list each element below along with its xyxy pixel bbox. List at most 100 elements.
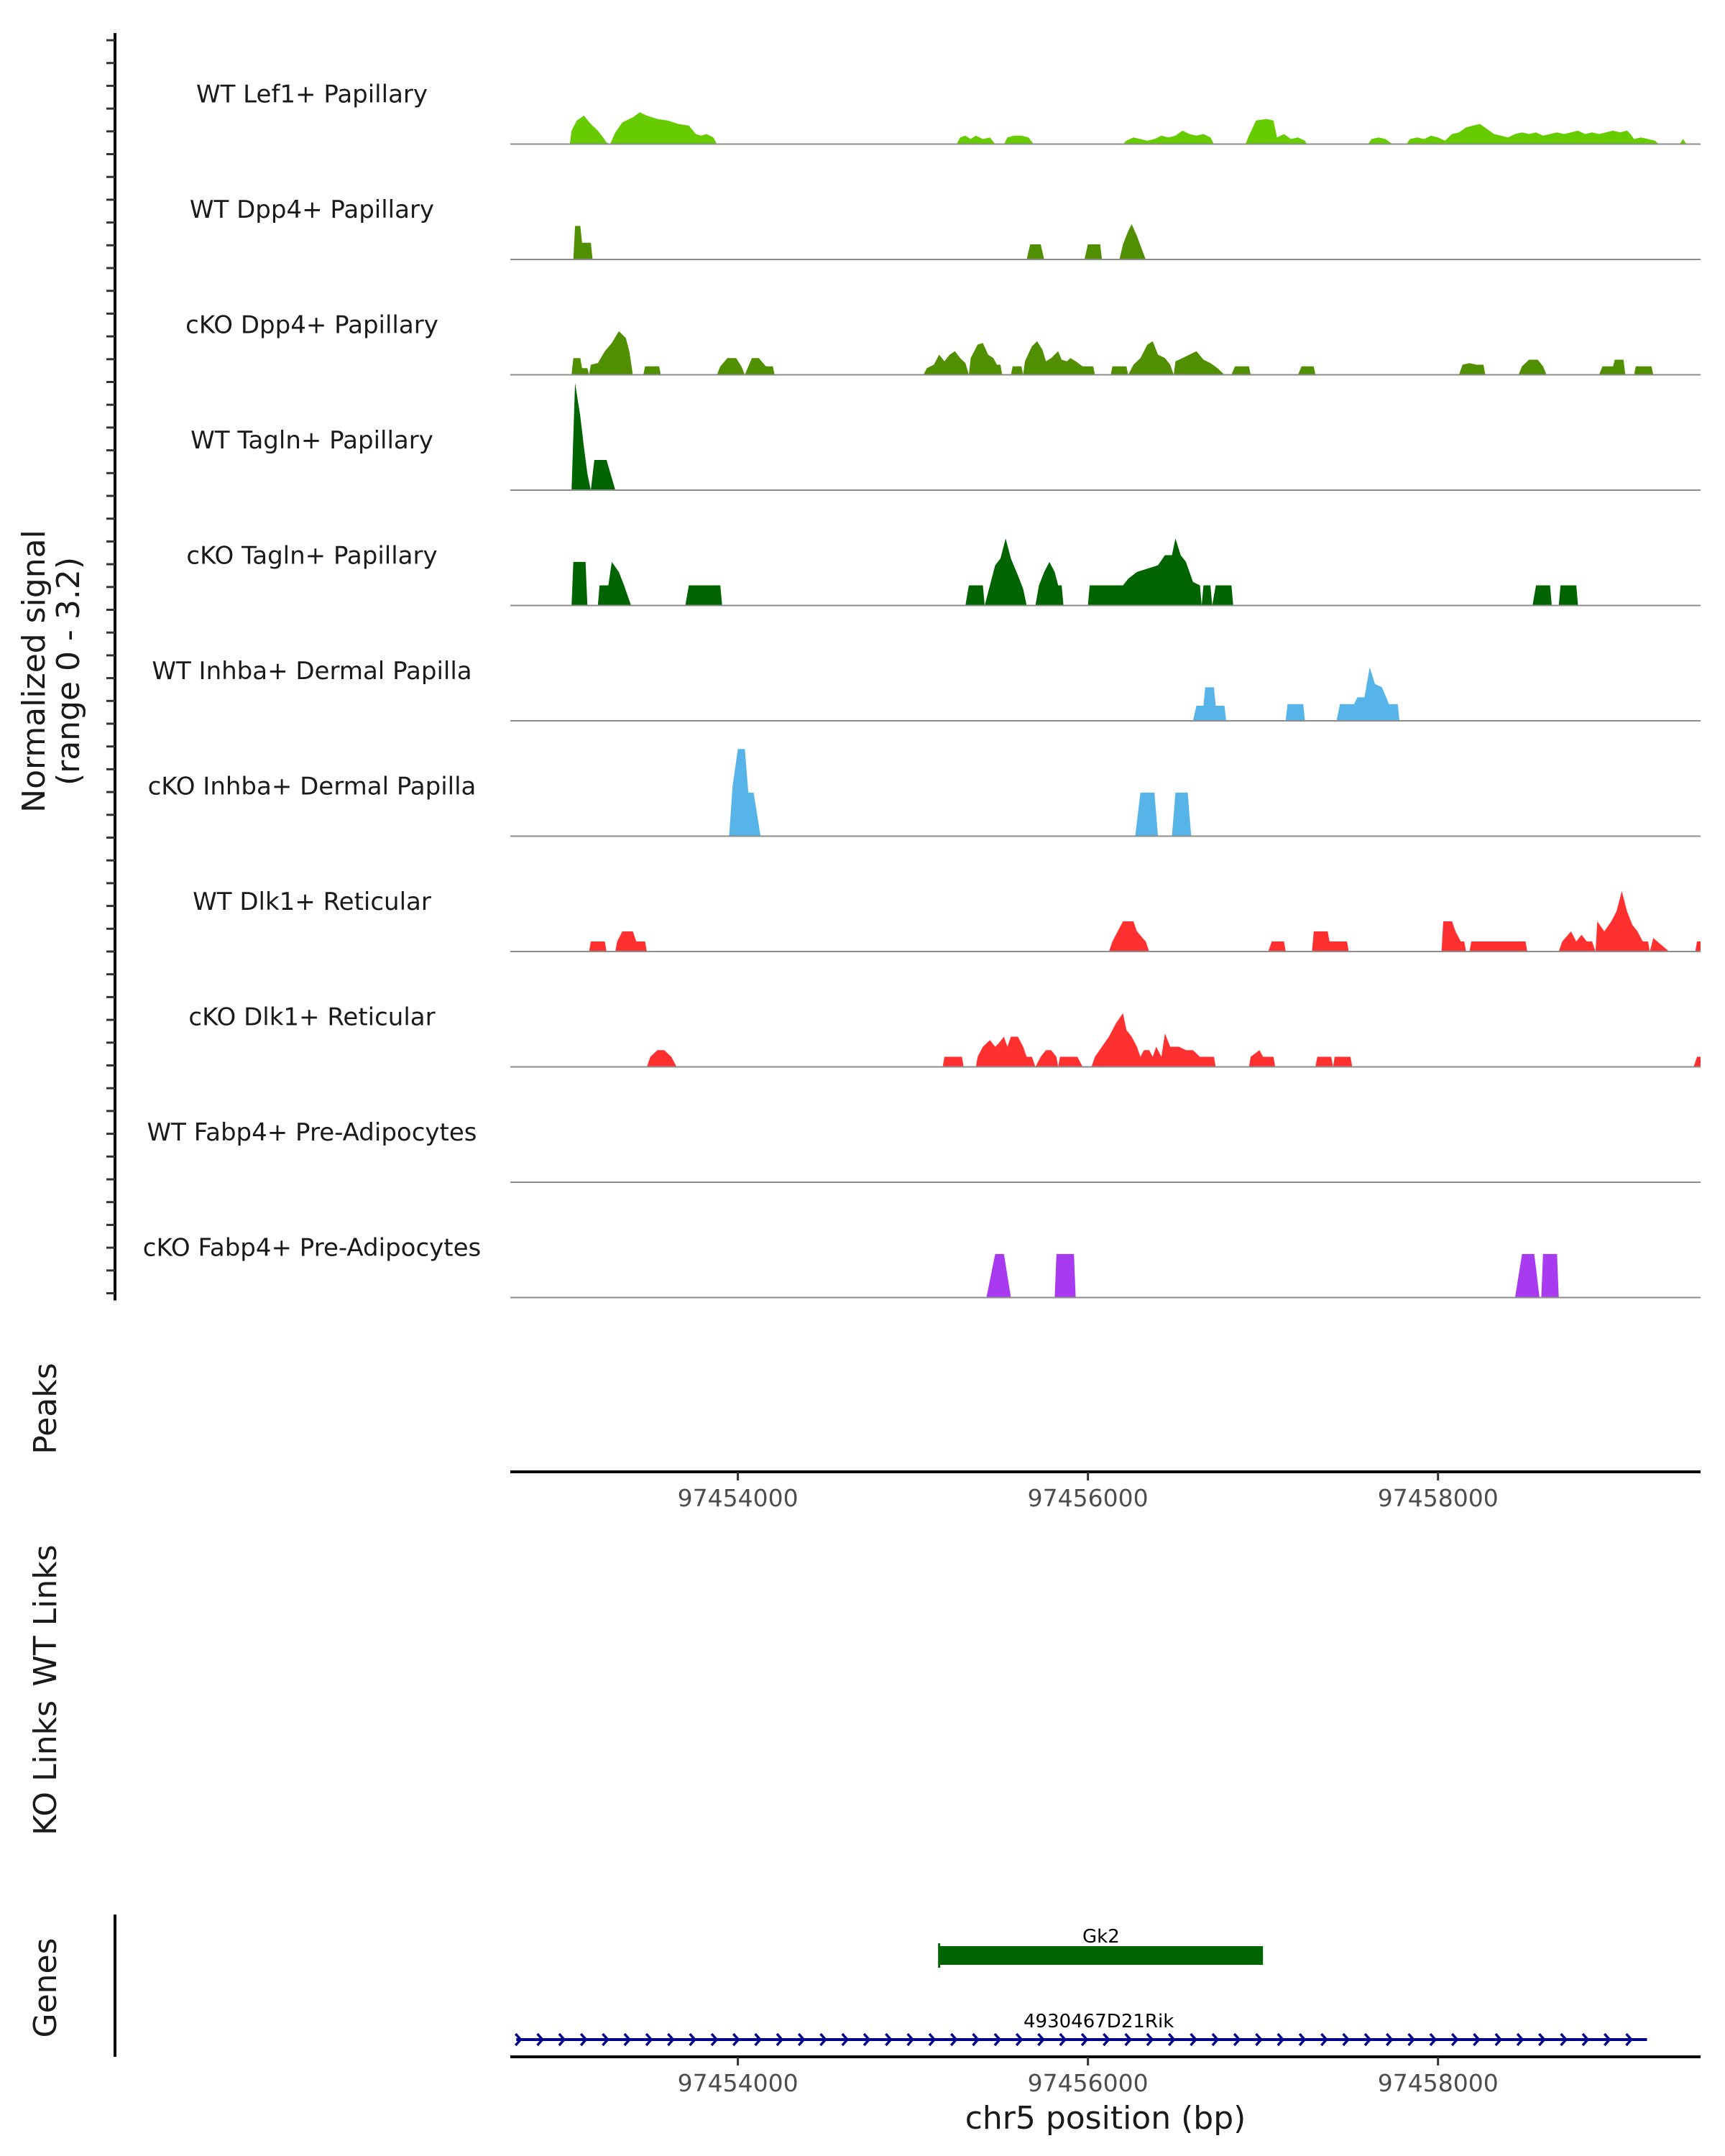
strand-arrow [1363, 2032, 1372, 2047]
track-label: WT Dpp4+ Papillary [190, 195, 434, 224]
track-label: WT Tagln+ Papillary [190, 426, 433, 455]
strand-arrow [536, 2032, 544, 2047]
strand-arrow [645, 2032, 653, 2047]
strand-arrow [1603, 2032, 1611, 2047]
strand-arrow [1407, 2032, 1415, 2047]
strand-arrow [819, 2032, 827, 2047]
peaks-section-label: Peaks [27, 1363, 64, 1454]
gene-label: Gk2 [1082, 1926, 1120, 1948]
track-wt-lef1-papillary: WT Lef1+ Papillary [196, 80, 1701, 145]
strand-arrow [928, 2032, 937, 2047]
strand-arrow [885, 2032, 893, 2047]
strand-arrow [732, 2032, 740, 2047]
coverage-area [510, 891, 1701, 952]
strand-arrow [1450, 2032, 1459, 2047]
strand-arrow [1342, 2032, 1351, 2047]
track-label: WT Lef1+ Papillary [196, 80, 428, 109]
track-label: WT Dlk1+ Reticular [193, 888, 431, 916]
track-wt-tagln-papillary: WT Tagln+ Papillary [190, 382, 1701, 491]
strand-arrow [1124, 2032, 1133, 2047]
strand-arrow [1473, 2032, 1481, 2047]
strand-arrow [1560, 2032, 1568, 2047]
gene-label: 4930467D21Rik [1024, 2011, 1174, 2032]
strand-arrow [623, 2032, 632, 2047]
strand-arrow [1516, 2032, 1524, 2047]
coverage-area [510, 1013, 1701, 1067]
track-cko-tagln-papillary: cKO Tagln+ Papillary [186, 538, 1701, 607]
strand-arrow [993, 2032, 1002, 2047]
strand-arrow [1211, 2032, 1220, 2047]
genes-section-label: Genes [27, 1938, 64, 2037]
genes-x-axis: 97454000 97456000 97458000 [510, 2055, 1701, 2097]
track-cko-fabp4-pre-adipocytes: cKO Fabp4+ Pre-Adipocytes [143, 1234, 1701, 1299]
track-wt-dlk1-reticular: WT Dlk1+ Reticular [193, 888, 1701, 952]
track-label: WT Fabp4+ Pre-Adipocytes [147, 1118, 477, 1147]
coverage-area [510, 112, 1701, 144]
strand-arrow [1080, 2032, 1089, 2047]
track-wt-inhba-dermal-papilla: WT Inhba+ Dermal Papilla [152, 657, 1701, 722]
strand-arrow [558, 2032, 566, 2047]
strand-arrow [1625, 2032, 1633, 2047]
track-cko-dlk1-reticular: cKO Dlk1+ Reticular [188, 1003, 1701, 1068]
x-tick-label: 97454000 [678, 1484, 799, 1512]
strand-arrow [1320, 2032, 1328, 2047]
strand-arrow [1538, 2032, 1546, 2047]
strand-arrow [602, 2032, 610, 2047]
strand-arrow [1581, 2032, 1590, 2047]
axes: 97454000 97456000 97458000 97454000 97456000… [106, 33, 1701, 2097]
track-cko-dpp4-papillary: cKO Dpp4+ Papillary [185, 311, 1701, 376]
peaks-x-axis: 97454000 97456000 97458000 [510, 1470, 1701, 1512]
x-tick-label: 97456000 [1028, 2069, 1149, 2097]
wt-links-section-label: WT Links [27, 1544, 64, 1686]
strand-arrow [972, 2032, 980, 2047]
strand-arrow [1385, 2032, 1394, 2047]
x-tick-label: 97456000 [1028, 1484, 1149, 1512]
gene-gk2: Gk2 [938, 1926, 1264, 1968]
gene-exon-bar [939, 1946, 1264, 1965]
track-label: cKO Dpp4+ Papillary [185, 311, 438, 340]
strand-arrow [906, 2032, 915, 2047]
track-label: cKO Dlk1+ Reticular [188, 1003, 435, 1032]
x-tick-label: 97454000 [678, 2069, 799, 2097]
x-tick-label: 97458000 [1378, 1484, 1499, 1512]
y-axis-title-line1: Normalized signal [16, 530, 52, 813]
strand-arrow [1015, 2032, 1024, 2047]
strand-arrow [841, 2032, 850, 2047]
strand-arrow [1059, 2032, 1067, 2047]
track-label: WT Inhba+ Dermal Papilla [152, 657, 472, 686]
strand-arrow [1429, 2032, 1438, 2047]
strand-arrow [1255, 2032, 1263, 2047]
gene-track: Gk2 4930467D21Rik [514, 1926, 1647, 2047]
strand-arrow [667, 2032, 675, 2047]
strand-arrow [1190, 2032, 1197, 2047]
strand-arrow [514, 2032, 523, 2047]
track-label: cKO Fabp4+ Pre-Adipocytes [143, 1234, 482, 1263]
strand-arrow [710, 2032, 719, 2047]
strand-arrow [689, 2032, 697, 2047]
strand-arrow [862, 2032, 871, 2047]
y-axis-title: Normalized signal (range 0 - 3.2) [16, 530, 87, 813]
strand-arrow [1494, 2032, 1503, 2047]
y-axis-title-line2: (range 0 - 3.2) [50, 557, 87, 786]
track-label: cKO Inhba+ Dermal Papilla [148, 773, 477, 801]
strand-arrow [754, 2032, 762, 2047]
gene-4930467d21rik: 4930467D21Rik [514, 2011, 1647, 2047]
coverage-tracks: WT Lef1+ Papillary WT Dpp4+ Papillary cKO … [143, 80, 1701, 1299]
coverage-area [510, 538, 1701, 606]
x-tick-label: 97458000 [1378, 2069, 1499, 2097]
strand-arrow [797, 2032, 806, 2047]
strand-arrow [1276, 2032, 1285, 2047]
strand-arrow [1146, 2032, 1154, 2047]
strand-arrow [1298, 2032, 1307, 2047]
track-cko-inhba-dermal-papilla: cKO Inhba+ Dermal Papilla [148, 749, 1701, 837]
strand-arrow [949, 2032, 958, 2047]
strand-arrow [1037, 2032, 1045, 2047]
strand-arrow [1233, 2032, 1241, 2047]
track-label: cKO Tagln+ Papillary [186, 542, 437, 571]
strand-arrow [1167, 2032, 1176, 2047]
coverage-area [510, 331, 1701, 375]
strand-arrow [776, 2032, 784, 2047]
track-wt-dpp4-papillary: WT Dpp4+ Papillary [190, 195, 1701, 260]
